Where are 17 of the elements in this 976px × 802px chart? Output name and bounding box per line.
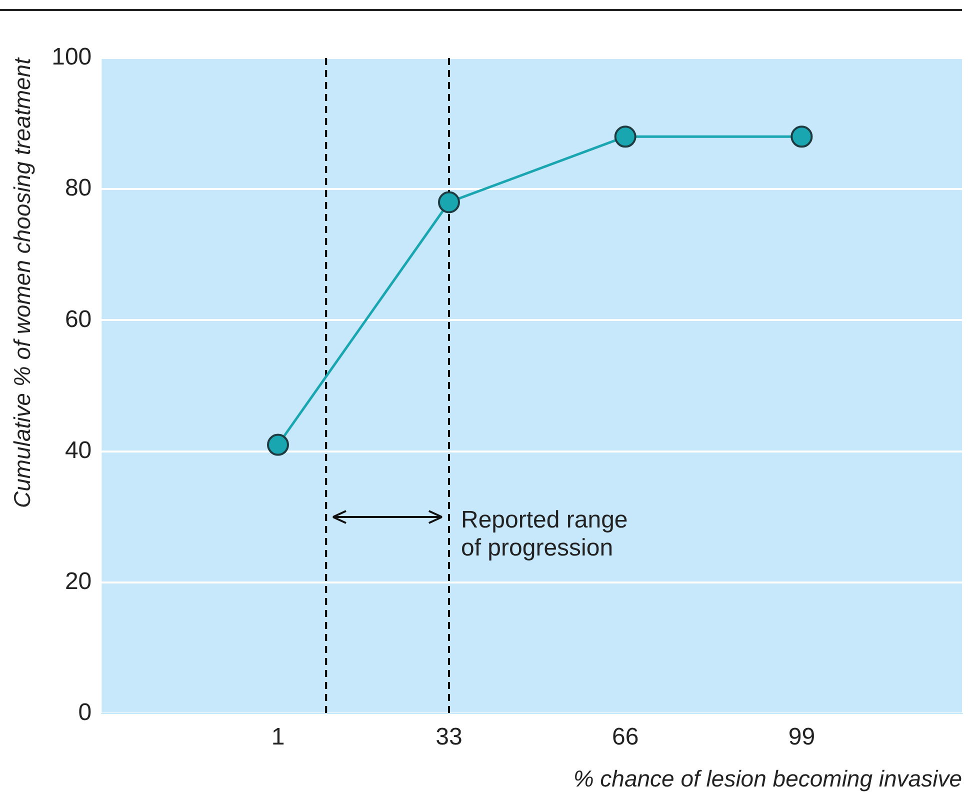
x-tick-label: 66 bbox=[612, 724, 639, 751]
y-tick-label: 0 bbox=[78, 699, 92, 726]
x-tick-label: 33 bbox=[436, 724, 462, 751]
point bbox=[614, 126, 636, 148]
y-tick-label: 20 bbox=[64, 568, 92, 596]
x-tick-label: 1 bbox=[271, 724, 285, 751]
y-axis-title: Cumulative % of women choosing treatment bbox=[9, 56, 36, 508]
y-tick-label: 60 bbox=[64, 306, 92, 333]
x-tick-label: 99 bbox=[788, 724, 816, 751]
point bbox=[438, 191, 460, 214]
point bbox=[790, 126, 813, 148]
point bbox=[266, 434, 289, 456]
x-axis-title: % chance of lesion becoming invasive bbox=[573, 766, 962, 792]
y-tick-label: 40 bbox=[64, 436, 92, 464]
y-tick-label: 80 bbox=[64, 174, 92, 202]
annotation: Reported range of progression bbox=[460, 506, 628, 562]
y-tick-label: 100 bbox=[52, 44, 92, 71]
